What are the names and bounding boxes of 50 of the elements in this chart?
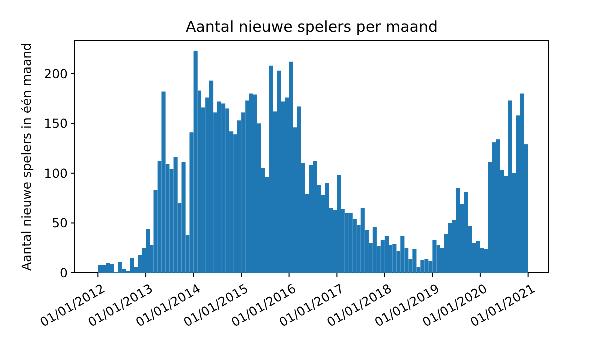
y-tick-label: 200 bbox=[44, 66, 68, 82]
bar bbox=[209, 80, 214, 273]
bar bbox=[337, 175, 342, 273]
y-tick-label: 100 bbox=[44, 166, 68, 181]
bar bbox=[400, 236, 405, 273]
bar bbox=[182, 162, 186, 273]
bar bbox=[496, 140, 500, 273]
bar bbox=[106, 263, 110, 273]
bar bbox=[174, 158, 178, 273]
bar bbox=[313, 161, 318, 273]
y-tick-label: 0 bbox=[60, 266, 68, 280]
bar bbox=[508, 100, 512, 273]
bar bbox=[456, 188, 460, 273]
chart-title: Aantal nieuwe spelers per maand bbox=[186, 18, 438, 36]
bar bbox=[464, 192, 468, 273]
bar bbox=[309, 165, 314, 273]
bar bbox=[380, 240, 385, 273]
bar bbox=[110, 264, 114, 273]
bar bbox=[98, 265, 102, 273]
bar bbox=[222, 104, 226, 273]
bar bbox=[146, 229, 150, 273]
bar bbox=[130, 258, 134, 273]
bar bbox=[448, 223, 452, 273]
bar bbox=[360, 208, 365, 273]
bar bbox=[476, 241, 480, 273]
bar bbox=[269, 66, 274, 273]
bar bbox=[392, 244, 397, 273]
bar bbox=[348, 213, 353, 273]
bar bbox=[277, 70, 282, 273]
bar bbox=[432, 240, 437, 273]
bar bbox=[520, 94, 524, 273]
bar bbox=[325, 183, 330, 273]
bar bbox=[372, 227, 377, 273]
bar bbox=[289, 62, 294, 273]
bar bbox=[118, 262, 122, 273]
bar bbox=[384, 236, 389, 273]
bar bbox=[194, 50, 198, 273]
bar bbox=[217, 102, 222, 273]
bar bbox=[102, 265, 106, 273]
y-tick-label: 50 bbox=[52, 216, 68, 231]
bar bbox=[420, 260, 425, 273]
bar bbox=[162, 92, 166, 273]
bar bbox=[249, 94, 254, 273]
bar bbox=[424, 259, 429, 273]
y-axis-title: Aantal nieuwe spelers in één maand bbox=[19, 43, 34, 271]
y-tick-label: 150 bbox=[44, 116, 68, 132]
bar bbox=[344, 213, 349, 273]
bar bbox=[297, 106, 302, 273]
bar bbox=[412, 249, 417, 273]
bar bbox=[492, 142, 496, 273]
